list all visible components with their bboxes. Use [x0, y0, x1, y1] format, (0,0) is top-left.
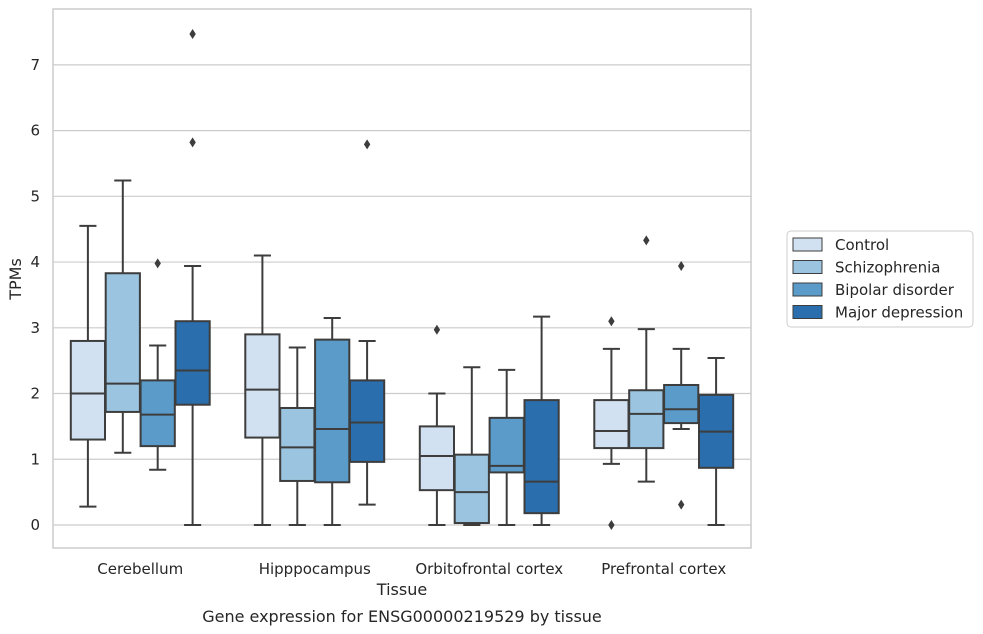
- legend-label: Bipolar disorder: [835, 281, 955, 299]
- y-tick-label: 7: [30, 56, 40, 74]
- box-major-depression: [523, 315, 560, 526]
- legend-label: Control: [835, 236, 889, 254]
- y-tick-label: 1: [30, 450, 40, 468]
- chart-caption: Gene expression for ENSG00000219529 by t…: [202, 607, 602, 626]
- outlier-point: [154, 258, 161, 269]
- box-major-depression: [697, 357, 735, 526]
- outlier-point: [608, 316, 615, 327]
- x-axis-ticks: Cerebellum Hipppocampus Orbitofrontal cort…: [97, 560, 726, 578]
- box-body: [69, 339, 107, 441]
- legend-swatch: [792, 305, 823, 319]
- box-body: [279, 406, 316, 482]
- outlier-point: [643, 235, 650, 246]
- outlier-point: [363, 139, 371, 150]
- box-body: [174, 320, 211, 406]
- box-schizophrenia: [104, 179, 141, 454]
- box-bipolar-disorder: [139, 258, 176, 471]
- legend-swatch: [792, 282, 823, 297]
- box-plot-area: [69, 28, 735, 530]
- box-control: [593, 316, 630, 530]
- box-major-depression: [348, 139, 386, 506]
- box-body: [314, 338, 351, 484]
- legend-label: Schizophrenia: [835, 259, 940, 277]
- y-tick-label: 5: [30, 187, 40, 205]
- outlier-point: [433, 324, 441, 335]
- x-axis-label: Tissue: [376, 580, 427, 599]
- legend-swatch: [792, 260, 823, 274]
- box-bipolar-disorder: [488, 368, 525, 526]
- box-body: [488, 416, 525, 474]
- outlier-point: [189, 137, 196, 148]
- x-tick-label: Orbitofrontal cortex: [415, 560, 563, 578]
- y-tick-label: 4: [30, 253, 40, 271]
- legend: Control Schizophrenia Bipolar disorder Majo…: [786, 230, 974, 328]
- box-bipolar-disorder: [663, 261, 700, 510]
- outlier-point: [678, 261, 685, 272]
- box-schizophrenia: [279, 346, 316, 526]
- box-body: [523, 399, 560, 515]
- box-body: [663, 383, 700, 425]
- box-body: [348, 379, 386, 463]
- legend-frame: [786, 230, 974, 328]
- legend-label: Major depression: [835, 304, 963, 322]
- y-axis-label: TPMs: [6, 258, 25, 301]
- legend-swatch: [792, 237, 823, 252]
- outlier-point: [678, 499, 685, 510]
- y-tick-label: 2: [30, 385, 40, 403]
- box-bipolar-disorder: [314, 316, 351, 526]
- box-major-depression: [174, 28, 211, 526]
- x-tick-label: Prefrontal cortex: [601, 560, 726, 578]
- box-body: [418, 425, 456, 492]
- x-tick-label: Cerebellum: [97, 560, 183, 578]
- box-schizophrenia: [628, 235, 665, 483]
- box-body: [244, 333, 281, 439]
- box-control: [418, 324, 456, 526]
- y-axis-ticks: 0 1 2 3 4 5 6 7: [30, 56, 40, 534]
- box-schizophrenia: [453, 366, 490, 526]
- y-tick-label: 0: [30, 516, 40, 534]
- y-tick-label: 3: [30, 319, 40, 337]
- box-body: [104, 272, 141, 413]
- box-control: [244, 254, 281, 526]
- outlier-point: [189, 28, 196, 39]
- box-body: [139, 379, 176, 448]
- box-body: [453, 453, 490, 525]
- box-control: [69, 224, 107, 508]
- x-tick-label: Hipppocampus: [259, 560, 371, 578]
- outlier-point: [608, 519, 615, 530]
- box-body: [593, 399, 630, 450]
- y-tick-label: 6: [30, 122, 40, 140]
- plot-frame: [52, 8, 752, 549]
- box-body: [628, 389, 665, 450]
